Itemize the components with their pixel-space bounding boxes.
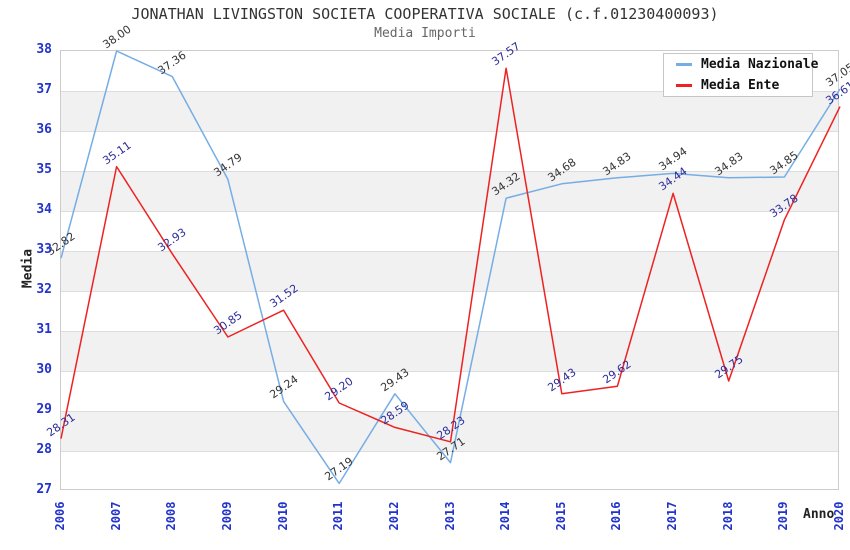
x-tick-label: 2012: [386, 501, 401, 531]
legend-item-1: Media Ente: [664, 77, 812, 94]
y-tick-label: 34: [36, 202, 52, 217]
x-tick-label: 2017: [665, 501, 680, 531]
x-tick-label: 2014: [498, 501, 513, 531]
y-tick-label: 31: [36, 322, 52, 337]
y-tick-label: 28: [36, 442, 52, 457]
y-tick-label: 38: [36, 42, 52, 57]
y-tick-label: 36: [36, 122, 52, 137]
legend-item-label: Media Nazionale: [701, 57, 819, 72]
gridline: [61, 91, 838, 92]
series-line-0: [60, 50, 841, 485]
plot-area: 32.82 38.00 37.36 34.79 29.24 27.19 29.43 27.71…: [44, 23, 850, 490]
plot-band: [61, 251, 838, 291]
legend: Media Nazionale Media Ente: [663, 53, 818, 97]
x-tick-label: 2013: [442, 501, 457, 531]
x-tick-label: 2008: [164, 501, 179, 531]
chart-title: JONATHAN LIVINGSTON SOCIETA COOPERATIVA …: [131, 5, 719, 23]
series-line-1: [60, 67, 841, 443]
legend-item-label: Media Ente: [701, 78, 780, 93]
gridline: [61, 371, 838, 372]
x-tick-label: 2010: [275, 501, 290, 531]
plot-band: [61, 171, 838, 211]
y-tick-label: 29: [36, 402, 52, 417]
y-tick-label: 35: [36, 162, 52, 177]
x-tick-label: 2018: [720, 501, 735, 531]
x-tick-label: 2007: [108, 501, 123, 531]
y-tick-label: 32: [36, 282, 52, 297]
x-tick-label: 2016: [609, 501, 624, 531]
plot-band: [61, 331, 838, 371]
gridline: [61, 211, 838, 212]
legend-swatch-icon: [676, 84, 692, 87]
x-tick-label: 2011: [331, 501, 346, 531]
gridline: [61, 171, 838, 172]
y-tick-label: 37: [36, 82, 52, 97]
legend-swatch-icon: [676, 63, 692, 66]
x-tick-label: 2006: [53, 501, 67, 531]
y-tick-label: 30: [36, 362, 52, 377]
y-axis-title: Media: [20, 248, 36, 289]
gridline: [61, 291, 838, 292]
gridline: [61, 451, 838, 452]
y-tick-label: 33: [36, 242, 52, 257]
gridline: [61, 411, 838, 412]
legend-item-0: Media Nazionale: [664, 56, 818, 73]
series-lines: [60, 50, 841, 485]
x-tick-label: 2009: [219, 501, 234, 531]
x-axis-title: Anno: [803, 507, 835, 522]
y-tick-label: 27: [36, 482, 52, 497]
x-tick-label: 2015: [553, 501, 568, 531]
gridline: [61, 251, 838, 252]
x-tick-label: 2019: [776, 501, 791, 531]
chart-subtitle: Media Importi: [374, 26, 476, 41]
gridline: [61, 331, 838, 332]
gridline: [61, 131, 838, 132]
plot-band: [61, 411, 838, 451]
